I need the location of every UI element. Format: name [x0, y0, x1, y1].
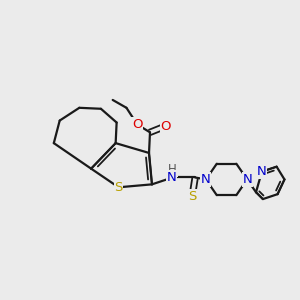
Text: N: N — [201, 173, 211, 186]
Text: N: N — [167, 171, 176, 184]
Text: N: N — [242, 173, 252, 186]
Text: O: O — [160, 120, 171, 133]
Text: S: S — [188, 190, 196, 202]
Text: O: O — [132, 118, 142, 131]
Text: N: N — [257, 165, 267, 178]
Text: S: S — [114, 181, 123, 194]
Text: H: H — [168, 163, 177, 176]
